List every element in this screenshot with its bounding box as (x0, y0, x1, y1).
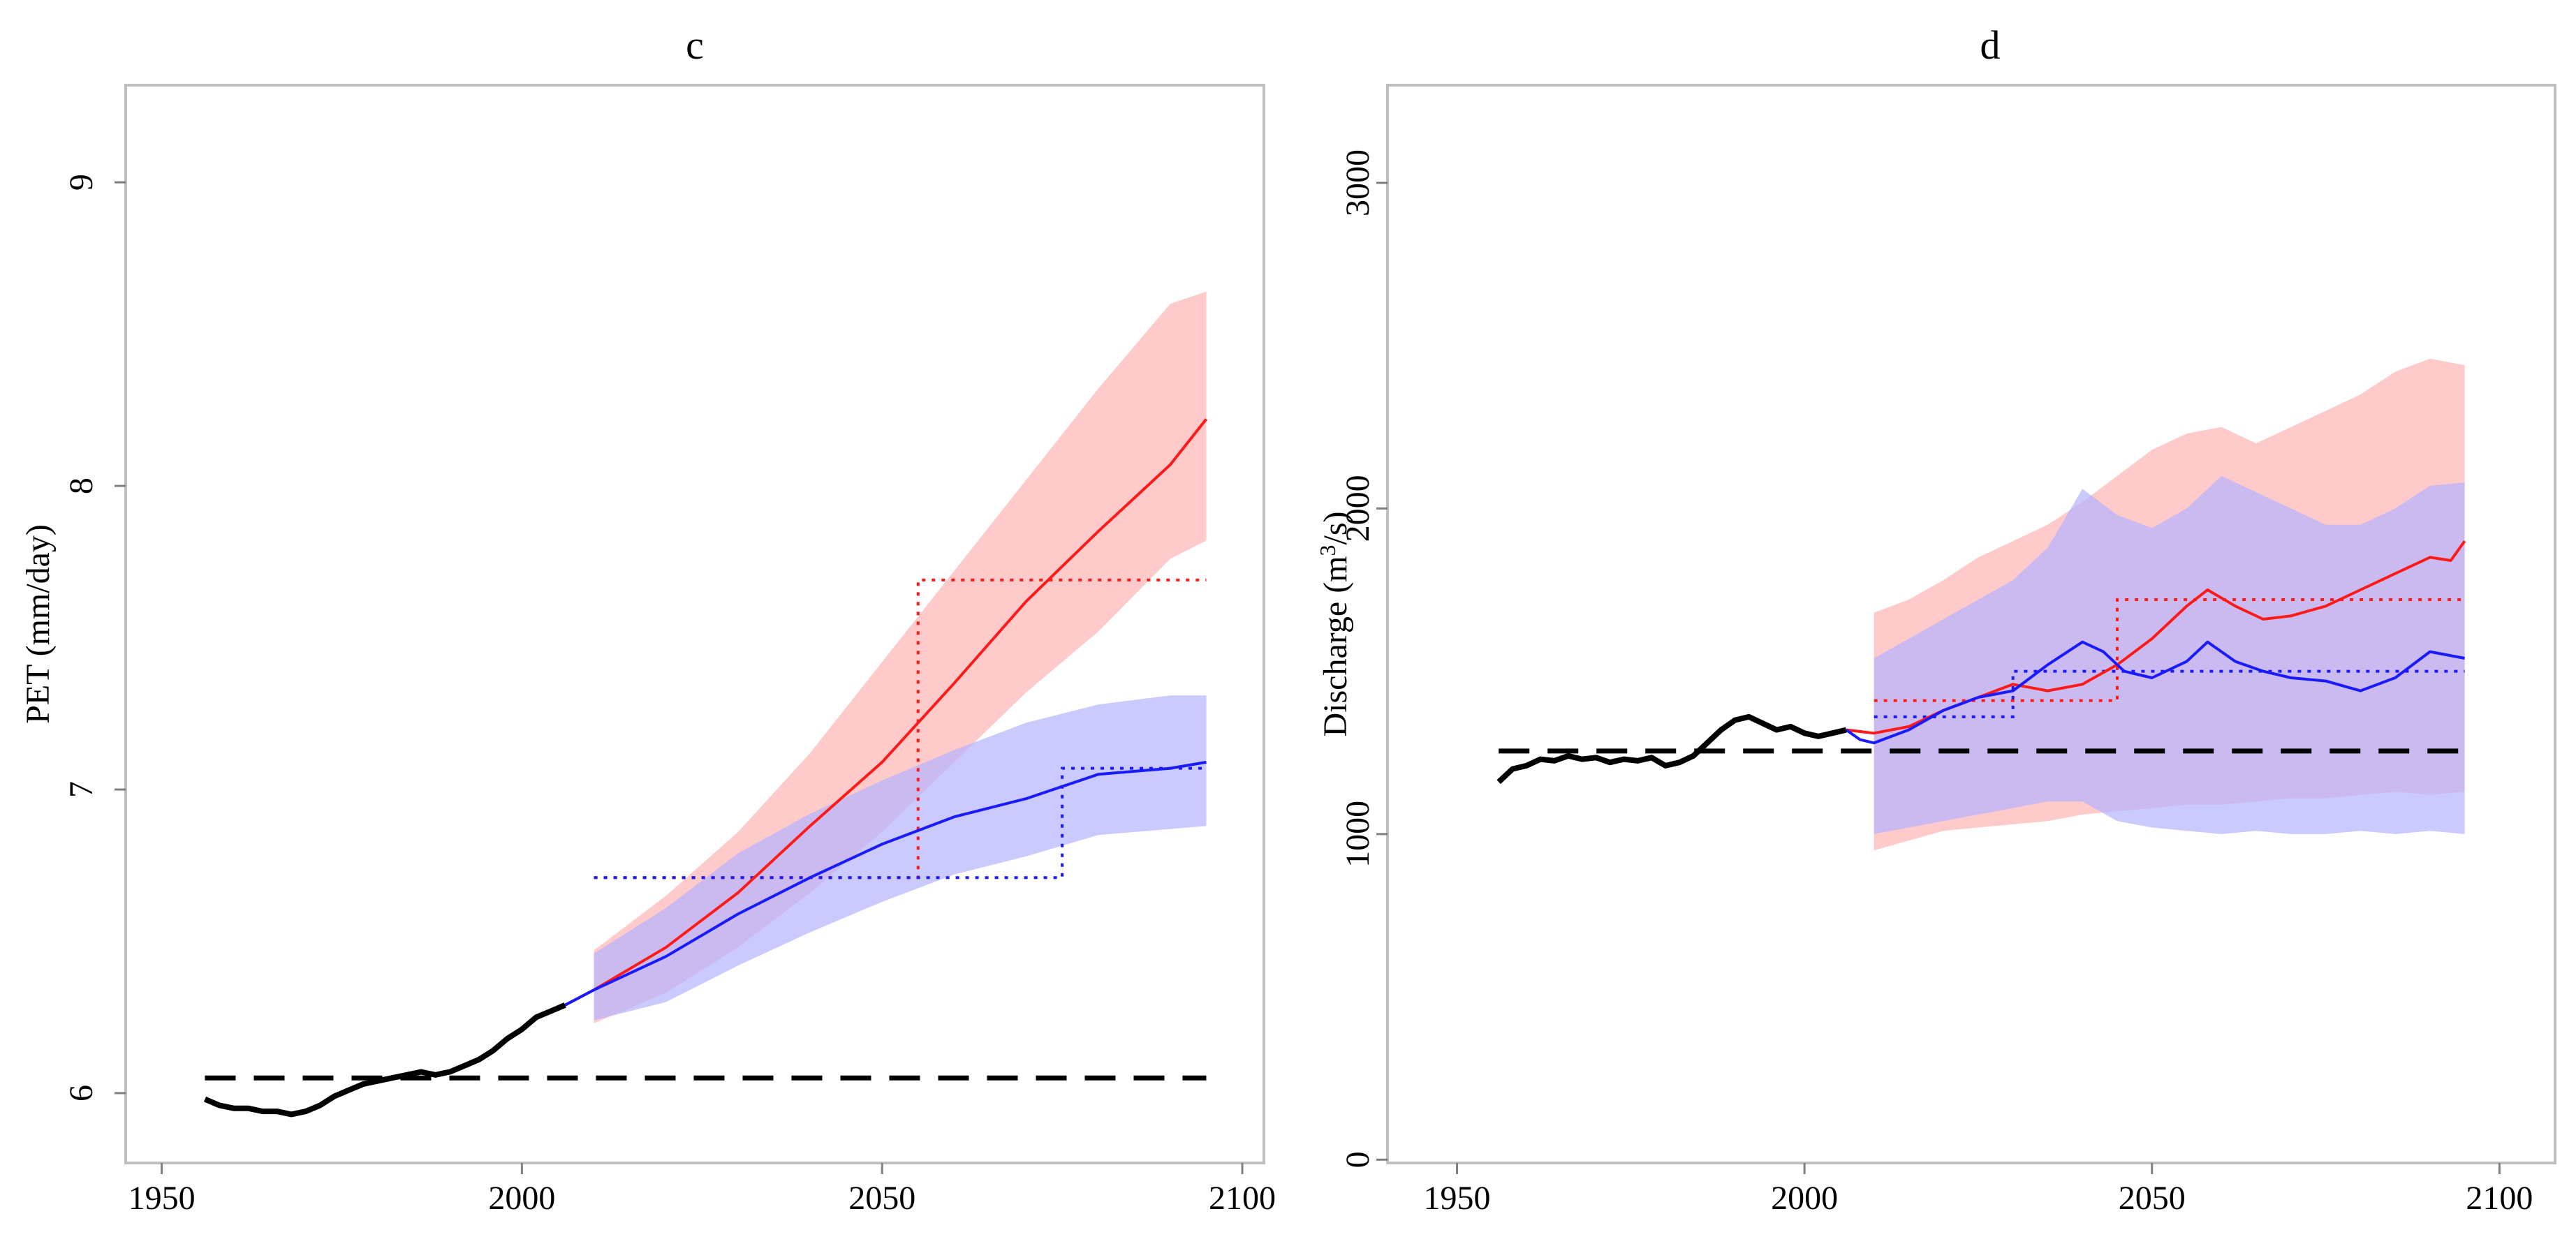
panel-c-y-axis-label: PET (mm/day) (20, 524, 57, 724)
ylabel-prefix: Discharge (m (1317, 556, 1354, 736)
panel-d: d 1950 2000 2050 2100 0 1000 2000 3000 D… (1315, 22, 2556, 1217)
x-tick-label: 1950 (128, 1180, 196, 1217)
scenario-b-line (1845, 640, 2465, 745)
y-tick-label: 8 (63, 477, 100, 494)
band-a-uncertainty-band (594, 291, 1207, 1023)
band-b-uncertainty-band (1874, 475, 2465, 834)
x-tick-label: 2050 (2119, 1180, 2186, 1217)
panel-c-plot-area (203, 291, 1208, 1118)
panel-c-axes: 1950 2000 2050 2100 6 7 8 9 (63, 174, 1276, 1217)
scenario-a-period-mean-line (1874, 598, 2465, 702)
y-tick-label: 7 (63, 781, 100, 798)
y-tick-label: 0 (1339, 1151, 1376, 1168)
scenario-a-period-mean-line (594, 578, 1207, 880)
x-tick-label: 1950 (1424, 1180, 1491, 1217)
x-tick-label: 2000 (1771, 1180, 1838, 1217)
y-tick-label: 2000 (1339, 475, 1376, 542)
panel-d-axes: 1950 2000 2050 2100 0 1000 2000 3000 (1339, 149, 2533, 1217)
ylabel-superscript: 3 (1315, 544, 1340, 556)
panel-d-plot-area (1496, 358, 2466, 851)
scenario-b-line (564, 760, 1207, 1007)
y-tick-label: 6 (63, 1085, 100, 1102)
x-tick-label: 2050 (848, 1180, 915, 1217)
panel-d-y-axis-label: Discharge (m3/s) (1315, 511, 1354, 736)
y-tick-label: 9 (63, 174, 100, 191)
x-tick-label: 2100 (1209, 1180, 1276, 1217)
y-tick-label: 3000 (1339, 149, 1376, 216)
panel-d-title: d (1980, 22, 2001, 68)
x-tick-label: 2100 (2466, 1180, 2533, 1217)
band-b-uncertainty-band (594, 695, 1207, 1021)
panel-c-title: c (686, 22, 704, 68)
scenario-b-period-mean-line (1874, 669, 2465, 718)
panel-c-frame (124, 84, 1265, 1164)
ylabel-suffix: /s) (1317, 511, 1354, 544)
x-tick-label: 2000 (488, 1180, 555, 1217)
y-tick-label: 1000 (1339, 801, 1376, 868)
panel-c: c 1950 2000 2050 2100 6 7 8 9 PET (mm/da… (20, 22, 1276, 1217)
observed-line (203, 1002, 566, 1118)
observed-line (1496, 713, 1847, 785)
panel-d-frame (1386, 84, 2556, 1164)
scenario-a-line (564, 418, 1208, 1007)
